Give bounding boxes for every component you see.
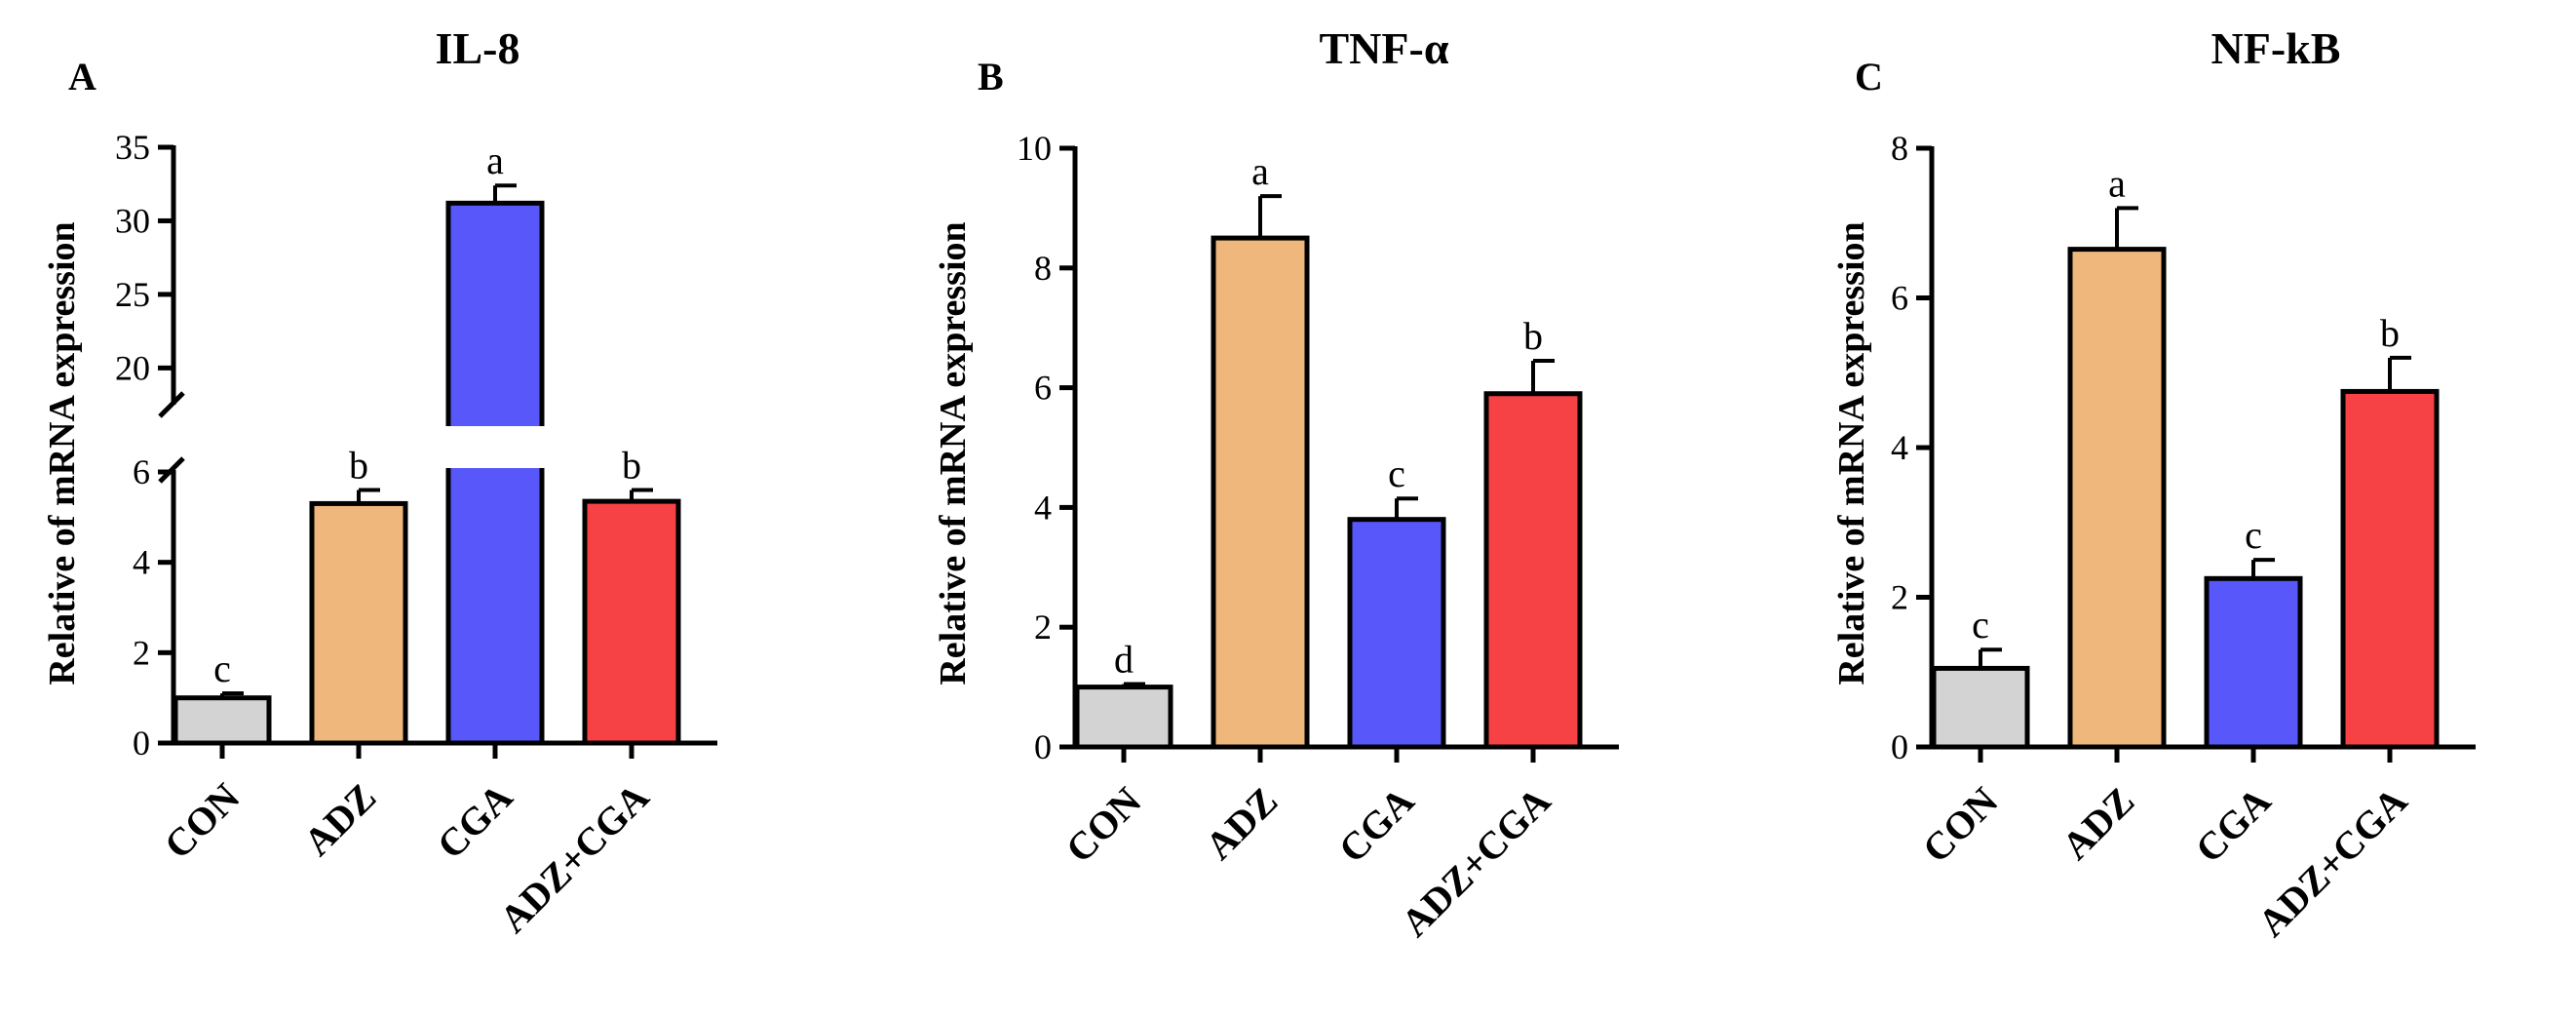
y-tick-label: 2 bbox=[1034, 607, 1052, 647]
bar bbox=[2204, 575, 2303, 750]
y-tick-label: 8 bbox=[1891, 129, 1908, 168]
y-tick-label: 8 bbox=[1034, 249, 1052, 288]
axis-break-mark bbox=[158, 391, 185, 418]
category-label: ADZ+CGA bbox=[491, 774, 658, 941]
y-tick-label: 4 bbox=[1891, 428, 1908, 467]
category-label: ADZ bbox=[1197, 779, 1287, 869]
y-tick-label: 0 bbox=[1891, 727, 1908, 766]
y-tick-label: 30 bbox=[115, 201, 150, 240]
category-label: ADZ+CGA bbox=[2249, 778, 2416, 945]
y-tick-label: 25 bbox=[115, 275, 150, 314]
y-tick-label: 35 bbox=[115, 128, 150, 167]
y-tick-label: 10 bbox=[1017, 129, 1052, 168]
significance-label: b bbox=[349, 444, 368, 488]
significance-label: c bbox=[1388, 451, 1405, 495]
bar bbox=[309, 500, 408, 746]
panel-letter: B bbox=[978, 55, 1004, 98]
bar bbox=[445, 200, 545, 746]
y-tick-label: 0 bbox=[133, 724, 150, 763]
bar bbox=[2067, 247, 2167, 750]
bar bbox=[173, 695, 272, 746]
bar bbox=[1931, 665, 2030, 750]
bar bbox=[1483, 391, 1583, 750]
panel-il8: A IL-8 Relative of mRNA expression 0 2 4 6 2… bbox=[42, 23, 717, 941]
y-axis-label: Relative of mRNA expression bbox=[1831, 221, 1872, 685]
category-label: CGA bbox=[429, 774, 521, 867]
y-tick-label: 6 bbox=[1034, 369, 1052, 408]
significance-label: c bbox=[213, 647, 231, 690]
significance-label: b bbox=[1523, 314, 1543, 358]
y-axis-label: Relative of mRNA expression bbox=[42, 221, 83, 685]
bar bbox=[2340, 388, 2440, 750]
bar bbox=[1347, 517, 1446, 750]
y-axis-label: Relative of mRNA expression bbox=[933, 221, 974, 685]
panel-nfkb: C NF-kB Relative of mRNA expression 0 2 4 6… bbox=[1831, 23, 2476, 945]
panel-letter: A bbox=[68, 55, 96, 98]
significance-label: a bbox=[486, 138, 504, 182]
significance-label: c bbox=[1972, 603, 1989, 647]
y-tick-label: 2 bbox=[1891, 578, 1908, 617]
panel-letter: C bbox=[1855, 55, 1883, 98]
y-tick-label: 6 bbox=[133, 452, 150, 491]
y-tick-label: 6 bbox=[1891, 279, 1908, 318]
y-tick-label: 4 bbox=[133, 543, 150, 582]
significance-label: d bbox=[1114, 638, 1134, 682]
category-label: CGA bbox=[1330, 778, 1423, 871]
category-label: ADZ bbox=[295, 775, 385, 865]
chart-title: TNF-α bbox=[1320, 23, 1449, 73]
bar bbox=[1074, 685, 1173, 750]
chart-title: NF-kB bbox=[2211, 23, 2341, 73]
significance-label: c bbox=[2245, 513, 2262, 557]
y-tick-label: 0 bbox=[1034, 727, 1052, 766]
category-label: ADZ bbox=[2054, 779, 2143, 869]
y-tick-label: 20 bbox=[115, 348, 150, 387]
significance-label: b bbox=[622, 444, 641, 488]
panel-tnf: B TNF-α Relative of mRNA expression 0 2 4 6… bbox=[933, 23, 1619, 945]
category-label: CGA bbox=[2187, 778, 2280, 871]
significance-label: a bbox=[2108, 161, 2126, 205]
chart-title: IL-8 bbox=[436, 23, 520, 73]
bar bbox=[1211, 235, 1310, 750]
category-label: CON bbox=[156, 774, 249, 867]
bar-break-gap bbox=[442, 426, 548, 468]
category-label: CON bbox=[1914, 778, 2007, 871]
category-label: ADZ+CGA bbox=[1393, 778, 1559, 945]
y-tick-label: 4 bbox=[1034, 488, 1052, 527]
y-tick-label: 2 bbox=[133, 633, 150, 672]
significance-label: a bbox=[1251, 149, 1269, 193]
significance-label: b bbox=[2380, 311, 2400, 355]
bar bbox=[582, 498, 681, 746]
category-label: CON bbox=[1057, 778, 1150, 871]
